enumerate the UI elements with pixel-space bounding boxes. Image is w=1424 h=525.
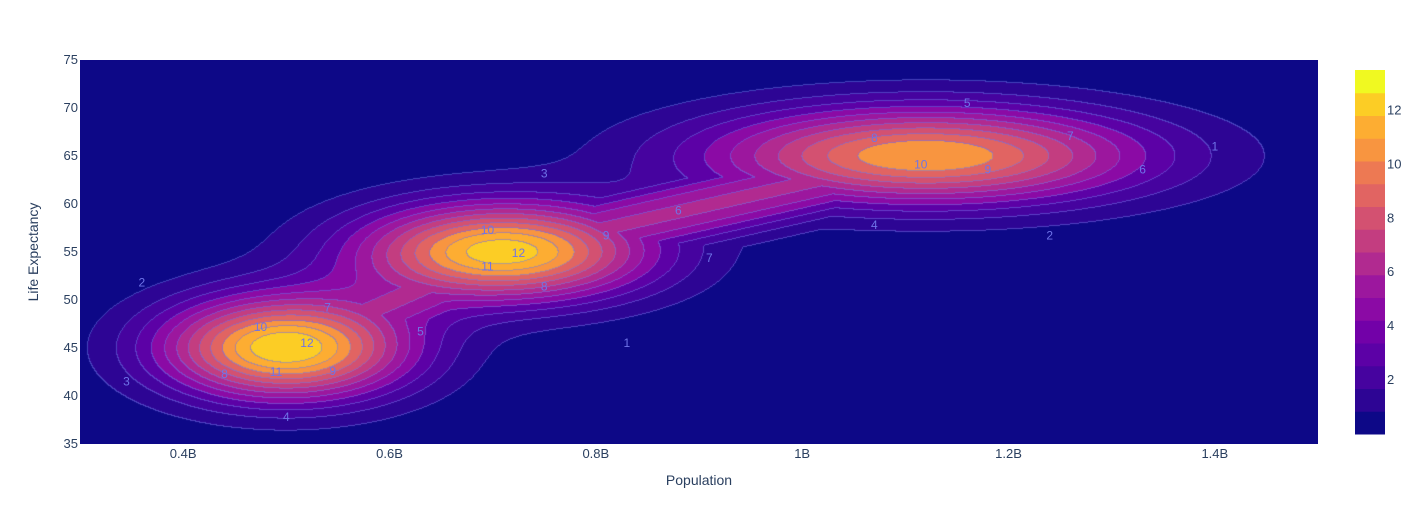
contour-label: 10	[481, 223, 495, 237]
colorbar-tick-label: 12	[1387, 102, 1401, 117]
colorbar-band	[1355, 343, 1385, 367]
colorbar-band	[1355, 388, 1385, 412]
x-tick-label: 0.6B	[376, 446, 403, 461]
x-tick-label: 0.4B	[170, 446, 197, 461]
y-tick-label: 65	[64, 148, 78, 163]
colorbar-band	[1355, 92, 1385, 116]
contour-label: 9	[603, 229, 610, 243]
contour-label: 10	[254, 320, 268, 334]
colorbar-band	[1355, 115, 1385, 139]
colorbar-band	[1355, 297, 1385, 321]
y-tick-label: 75	[64, 52, 78, 67]
contour-label: 4	[871, 218, 878, 232]
contour-label: 10	[914, 158, 928, 172]
contour-label: 11	[481, 259, 494, 273]
colorbar-band	[1355, 320, 1385, 344]
x-tick-label: 1.2B	[995, 446, 1022, 461]
contour-label: 3	[123, 375, 130, 389]
contour-label: 6	[675, 204, 682, 218]
y-tick-label: 60	[64, 196, 78, 211]
x-tick-label: 1.4B	[1201, 446, 1228, 461]
contour-label: 7	[1067, 129, 1074, 143]
contour-label: 11	[270, 365, 283, 379]
y-tick-label: 55	[64, 244, 78, 259]
contour-label: 2	[139, 276, 146, 290]
colorbar: 2 4 6 8 10 12	[1355, 70, 1401, 435]
contour-label: 8	[221, 367, 228, 381]
colorbar-band	[1355, 70, 1385, 94]
contour-heatmap	[80, 60, 1318, 444]
x-axis-ticks: 0.4B 0.6B 0.8B 1B 1.2B 1.4B	[170, 446, 1228, 461]
y-tick-label: 45	[64, 340, 78, 355]
colorbar-tick-label: 4	[1387, 318, 1394, 333]
contour-label: 7	[706, 251, 713, 265]
contour-label: 9	[985, 162, 992, 176]
x-tick-label: 0.8B	[582, 446, 609, 461]
contour-label: 6	[1139, 162, 1146, 176]
contour-label: 2	[1046, 229, 1053, 243]
contour-label: 8	[871, 131, 878, 145]
y-axis-ticks: 35 40 45 50 55 60 65 70 75	[64, 52, 78, 451]
contour-label: 3	[541, 166, 548, 180]
colorbar-tick-label: 2	[1387, 372, 1394, 387]
colorbar-tick-label: 8	[1387, 210, 1394, 225]
colorbar-band	[1355, 138, 1385, 162]
y-tick-label: 50	[64, 292, 78, 307]
colorbar-band	[1355, 161, 1385, 185]
contour-label: 7	[324, 301, 331, 315]
contour-label: 1	[623, 336, 630, 350]
colorbar-tick-label: 10	[1387, 156, 1401, 171]
x-axis-title: Population	[666, 472, 732, 488]
colorbar-band	[1355, 411, 1385, 435]
contour-label: 5	[964, 96, 971, 110]
contour-label: 1	[1211, 139, 1218, 153]
contour-label: 9	[329, 364, 336, 378]
y-tick-label: 70	[64, 100, 78, 115]
colorbar-band	[1355, 365, 1385, 389]
colorbar-tick-label: 6	[1387, 264, 1394, 279]
y-axis-title: Life Expectancy	[25, 203, 41, 302]
contour-label: 4	[283, 410, 290, 424]
colorbar-band	[1355, 206, 1385, 230]
colorbar-band	[1355, 252, 1385, 276]
contour-label: 12	[512, 246, 526, 260]
y-tick-label: 40	[64, 388, 78, 403]
contour-label: 5	[417, 325, 424, 339]
colorbar-band	[1355, 229, 1385, 253]
x-tick-label: 1B	[794, 446, 810, 461]
colorbar-band	[1355, 183, 1385, 207]
colorbar-band	[1355, 274, 1385, 298]
contour-label: 8	[541, 280, 548, 294]
contour-label: 12	[300, 336, 314, 350]
y-tick-label: 35	[64, 436, 78, 451]
